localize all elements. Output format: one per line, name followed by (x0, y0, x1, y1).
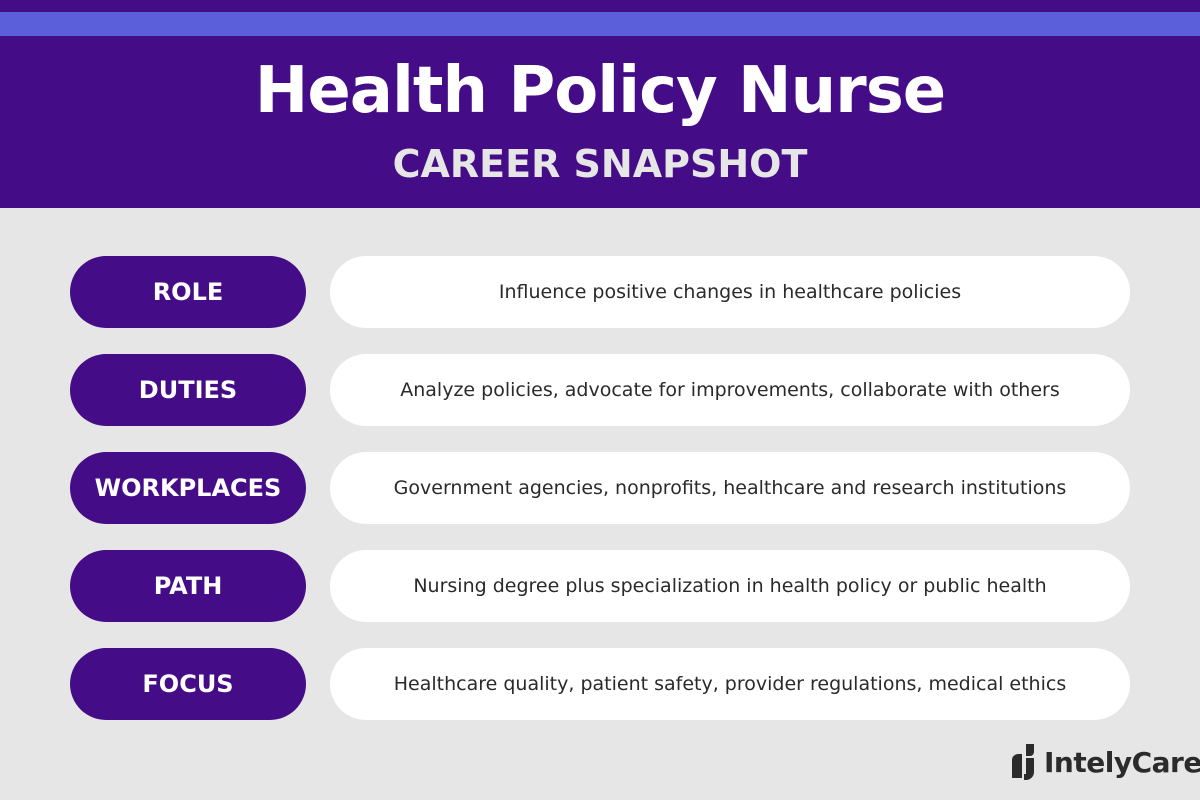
snapshot-row-duties: DUTIES Analyze policies, advocate for im… (70, 354, 1130, 426)
row-description: Healthcare quality, patient safety, prov… (330, 648, 1130, 720)
intelycare-logo-icon (1012, 744, 1034, 780)
snapshot-row-workplaces: WORKPLACES Government agencies, nonprofi… (70, 452, 1130, 524)
accent-stripe (0, 12, 1200, 36)
row-label: PATH (70, 550, 306, 622)
logo-text: IntelyCare (1044, 745, 1200, 779)
row-label: WORKPLACES (70, 452, 306, 524)
page-title: Health Policy Nurse (254, 54, 946, 128)
row-label: ROLE (70, 256, 306, 328)
row-description: Government agencies, nonprofits, healthc… (330, 452, 1130, 524)
page-subtitle: CAREER SNAPSHOT (392, 142, 808, 186)
row-label: FOCUS (70, 648, 306, 720)
row-description: Analyze policies, advocate for improveme… (330, 354, 1130, 426)
snapshot-row-role: ROLE Influence positive changes in healt… (70, 256, 1130, 328)
row-description: Influence positive changes in healthcare… (330, 256, 1130, 328)
header-banner: Health Policy Nurse CAREER SNAPSHOT (0, 0, 1200, 208)
row-description: Nursing degree plus specialization in he… (330, 550, 1130, 622)
row-label: DUTIES (70, 354, 306, 426)
snapshot-row-focus: FOCUS Healthcare quality, patient safety… (70, 648, 1130, 720)
intelycare-logo: IntelyCare (1010, 744, 1200, 780)
snapshot-row-path: PATH Nursing degree plus specialization … (70, 550, 1130, 622)
